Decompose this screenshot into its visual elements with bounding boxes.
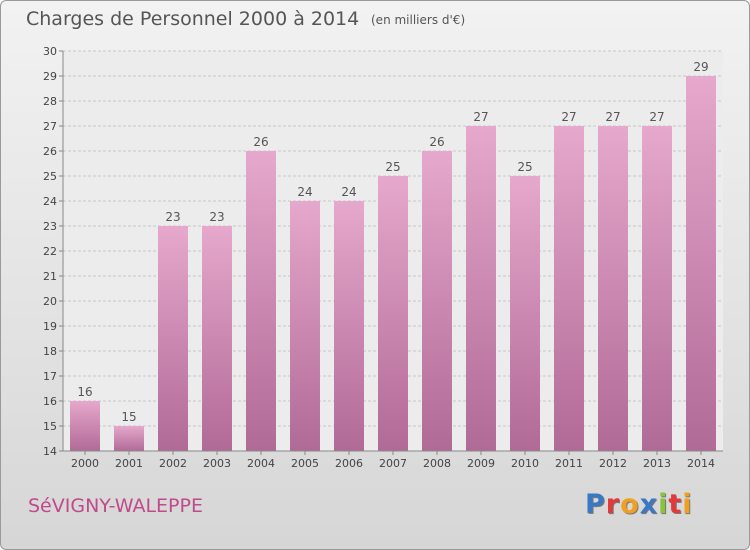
bar-2006 <box>334 201 364 451</box>
y-tick-label: 25 <box>43 170 57 183</box>
x-tick-label: 2010 <box>511 457 539 470</box>
proxiti-logo[interactable]: Proxiti <box>585 489 693 520</box>
y-tick-label: 14 <box>43 445 57 458</box>
x-tick-label: 2005 <box>291 457 319 470</box>
bar-2000 <box>70 401 100 451</box>
y-tick-label: 20 <box>43 295 57 308</box>
data-label: 26 <box>429 135 444 149</box>
data-label: 15 <box>121 410 136 424</box>
bar-2001 <box>114 426 144 451</box>
data-label: 27 <box>605 110 620 124</box>
data-label: 23 <box>209 210 224 224</box>
data-label: 23 <box>165 210 180 224</box>
logo-letter: P <box>585 489 606 520</box>
bar-2009 <box>466 126 496 451</box>
y-tick-label: 18 <box>43 345 57 358</box>
y-tick-label: 30 <box>43 45 57 58</box>
bar-2011 <box>554 126 584 451</box>
y-tick-label: 23 <box>43 220 57 233</box>
x-tick-label: 2011 <box>555 457 583 470</box>
x-tick-label: 2012 <box>599 457 627 470</box>
x-tick-label: 2007 <box>379 457 407 470</box>
y-tick-label: 28 <box>43 95 57 108</box>
y-tick-label: 16 <box>43 395 57 408</box>
x-tick-label: 2001 <box>115 457 143 470</box>
bar-2007 <box>378 176 408 451</box>
x-tick-label: 2004 <box>247 457 275 470</box>
y-tick-label: 29 <box>43 70 57 83</box>
y-tick-label: 19 <box>43 320 57 333</box>
x-tick-label: 2008 <box>423 457 451 470</box>
data-label: 27 <box>561 110 576 124</box>
data-label: 25 <box>385 160 400 174</box>
x-tick-label: 2006 <box>335 457 363 470</box>
x-tick-label: 2013 <box>643 457 671 470</box>
logo-letter: t <box>668 489 683 520</box>
chart-title: Charges de Personnel 2000 à 2014 <box>26 8 360 30</box>
data-label: 27 <box>649 110 664 124</box>
data-label: 26 <box>253 135 268 149</box>
data-label: 25 <box>517 160 532 174</box>
data-label: 27 <box>473 110 488 124</box>
data-label: 24 <box>341 185 356 199</box>
x-tick-label: 2000 <box>71 457 99 470</box>
logo-letter: i <box>682 489 693 520</box>
bar-2013 <box>642 126 672 451</box>
bar-2004 <box>246 151 276 451</box>
y-tick-label: 24 <box>43 195 57 208</box>
y-tick-label: 22 <box>43 245 57 258</box>
bar-2010 <box>510 176 540 451</box>
data-label: 16 <box>77 385 92 399</box>
logo-letter: x <box>639 489 659 520</box>
y-tick-label: 17 <box>43 370 57 383</box>
logo-letter: r <box>605 489 621 520</box>
y-tick-label: 27 <box>43 120 57 133</box>
bar-2003 <box>202 226 232 451</box>
chart-subtitle: (en milliers d'€) <box>371 13 466 27</box>
data-label: 29 <box>693 60 708 74</box>
x-tick-label: 2014 <box>687 457 715 470</box>
commune-name: SéVIGNY-WALEPPE <box>28 495 203 517</box>
x-tick-label: 2009 <box>467 457 495 470</box>
x-tick-label: 2002 <box>159 457 187 470</box>
y-tick-label: 21 <box>43 270 57 283</box>
bar-2012 <box>598 126 628 451</box>
logo-letter: i <box>658 489 669 520</box>
logo-letter: o <box>620 489 640 520</box>
y-tick-label: 15 <box>43 420 57 433</box>
bar-2005 <box>290 201 320 451</box>
bar-2014 <box>686 76 716 451</box>
bar-2002 <box>158 226 188 451</box>
bar-2008 <box>422 151 452 451</box>
y-tick-label: 26 <box>43 145 57 158</box>
data-label: 24 <box>297 185 312 199</box>
x-tick-label: 2003 <box>203 457 231 470</box>
